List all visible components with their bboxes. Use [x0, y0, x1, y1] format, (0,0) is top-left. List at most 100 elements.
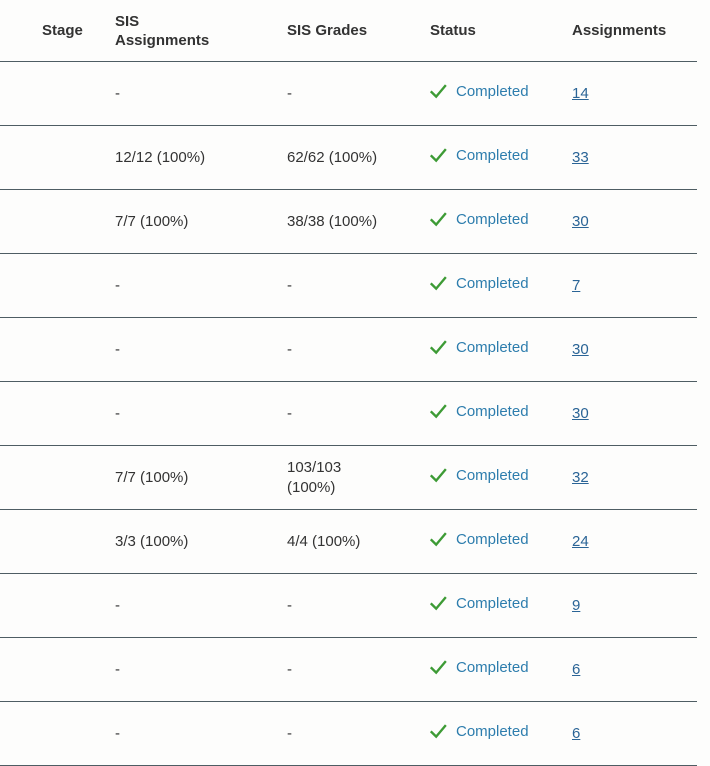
- assignments-link[interactable]: 33: [572, 148, 589, 166]
- assignments-link[interactable]: 6: [572, 724, 581, 742]
- status-cell: Completed: [430, 317, 572, 382]
- status-label: Completed: [456, 82, 529, 100]
- assignments-link[interactable]: 30: [572, 404, 589, 422]
- sis-grades-cell: -: [287, 573, 430, 638]
- sis-assignments-cell: -: [115, 61, 287, 126]
- assignments-link[interactable]: 6: [572, 660, 581, 678]
- table-row: - - Completed 30: [0, 381, 697, 446]
- status-cell: Completed: [430, 509, 572, 574]
- stage-cell: [0, 189, 115, 254]
- sis-assignments-cell: 12/12 (100%): [115, 125, 287, 190]
- table-row: - - Completed 9: [0, 573, 697, 638]
- table-row: 7/7 (100%) 38/38 (100%) Completed 30: [0, 189, 697, 254]
- stage-cell: [0, 445, 115, 510]
- status-label: Completed: [456, 146, 529, 164]
- sis-assignments-cell: -: [115, 381, 287, 446]
- sis-grades-cell: 38/38 (100%): [287, 189, 430, 254]
- assignments-cell: 7: [572, 253, 697, 318]
- status-label: Completed: [456, 658, 529, 676]
- sis-assignments-cell: -: [115, 253, 287, 318]
- sis-assignments-cell: -: [115, 701, 287, 766]
- assignments-link[interactable]: 9: [572, 596, 581, 614]
- check-icon: [430, 340, 447, 355]
- check-icon: [430, 404, 447, 419]
- sis-grades-cell: -: [287, 701, 430, 766]
- sis-assignments-cell: 3/3 (100%): [115, 509, 287, 574]
- assignments-cell: 32: [572, 445, 697, 510]
- column-header-assignments: Assignments: [572, 0, 697, 62]
- status-label: Completed: [456, 722, 529, 740]
- stage-cell: [0, 125, 115, 190]
- table-row: 7/7 (100%) 103/103 (100%) Completed 32: [0, 445, 697, 510]
- status-label: Completed: [456, 466, 529, 484]
- assignments-cell: 6: [572, 637, 697, 702]
- table-row: - - Completed 14: [0, 61, 697, 126]
- column-header-sis-assignments-label: SIS Assignments: [115, 12, 210, 49]
- check-icon: [430, 660, 447, 675]
- table-row: - - Completed 30: [0, 317, 697, 382]
- table-row: 3/3 (100%) 4/4 (100%) Completed 24: [0, 509, 697, 574]
- table-body: - - Completed 14 12/12 (100%) 62/62 (100%) Com…: [0, 61, 697, 766]
- sis-assignments-cell: -: [115, 573, 287, 638]
- sis-assignments-cell: -: [115, 637, 287, 702]
- assignments-link[interactable]: 32: [572, 468, 589, 486]
- check-icon: [430, 212, 447, 227]
- stage-cell: [0, 509, 115, 574]
- sis-assignments-cell: 7/7 (100%): [115, 189, 287, 254]
- check-icon: [430, 84, 447, 99]
- column-header-sis-assignments: SIS Assignments: [115, 0, 287, 62]
- sis-grades-cell: -: [287, 637, 430, 702]
- stage-cell: [0, 573, 115, 638]
- sis-grades-cell: -: [287, 61, 430, 126]
- check-icon: [430, 532, 447, 547]
- check-icon: [430, 724, 447, 739]
- column-header-status: Status: [430, 0, 572, 62]
- stage-cell: [0, 381, 115, 446]
- sis-assignments-cell: -: [115, 317, 287, 382]
- status-label: Completed: [456, 530, 529, 548]
- assignments-cell: 6: [572, 701, 697, 766]
- table-header: Stage SIS Assignments SIS Grades Status …: [0, 0, 697, 62]
- column-header-sis-grades: SIS Grades: [287, 0, 430, 62]
- header-row: Stage SIS Assignments SIS Grades Status …: [0, 0, 697, 62]
- assignments-cell: 30: [572, 381, 697, 446]
- status-cell: Completed: [430, 445, 572, 510]
- assignments-link[interactable]: 30: [572, 212, 589, 230]
- status-cell: Completed: [430, 381, 572, 446]
- status-label: Completed: [456, 338, 529, 356]
- assignments-link[interactable]: 30: [572, 340, 589, 358]
- check-icon: [430, 596, 447, 611]
- stage-cell: [0, 637, 115, 702]
- status-label: Completed: [456, 274, 529, 292]
- table-row: - - Completed 6: [0, 701, 697, 766]
- sis-assignments-cell: 7/7 (100%): [115, 445, 287, 510]
- status-cell: Completed: [430, 125, 572, 190]
- assignments-cell: 9: [572, 573, 697, 638]
- sis-grades-cell: -: [287, 317, 430, 382]
- assignments-link[interactable]: 14: [572, 84, 589, 102]
- stage-cell: [0, 317, 115, 382]
- table-row: - - Completed 7: [0, 253, 697, 318]
- sis-grades-cell: 62/62 (100%): [287, 125, 430, 190]
- table-row: - - Completed 6: [0, 637, 697, 702]
- assignments-link[interactable]: 24: [572, 532, 589, 550]
- assignments-cell: 33: [572, 125, 697, 190]
- sis-grades-cell: -: [287, 253, 430, 318]
- check-icon: [430, 276, 447, 291]
- status-cell: Completed: [430, 701, 572, 766]
- assignments-cell: 30: [572, 189, 697, 254]
- column-header-stage: Stage: [0, 0, 115, 62]
- status-cell: Completed: [430, 189, 572, 254]
- check-icon: [430, 468, 447, 483]
- table-row: 12/12 (100%) 62/62 (100%) Completed 33: [0, 125, 697, 190]
- assignments-cell: 24: [572, 509, 697, 574]
- sis-grades-cell: 4/4 (100%): [287, 509, 430, 574]
- assignments-link[interactable]: 7: [572, 276, 581, 294]
- stage-cell: [0, 253, 115, 318]
- status-cell: Completed: [430, 61, 572, 126]
- assignments-cell: 14: [572, 61, 697, 126]
- stage-cell: [0, 701, 115, 766]
- status-cell: Completed: [430, 637, 572, 702]
- sis-grades-cell: -: [287, 381, 430, 446]
